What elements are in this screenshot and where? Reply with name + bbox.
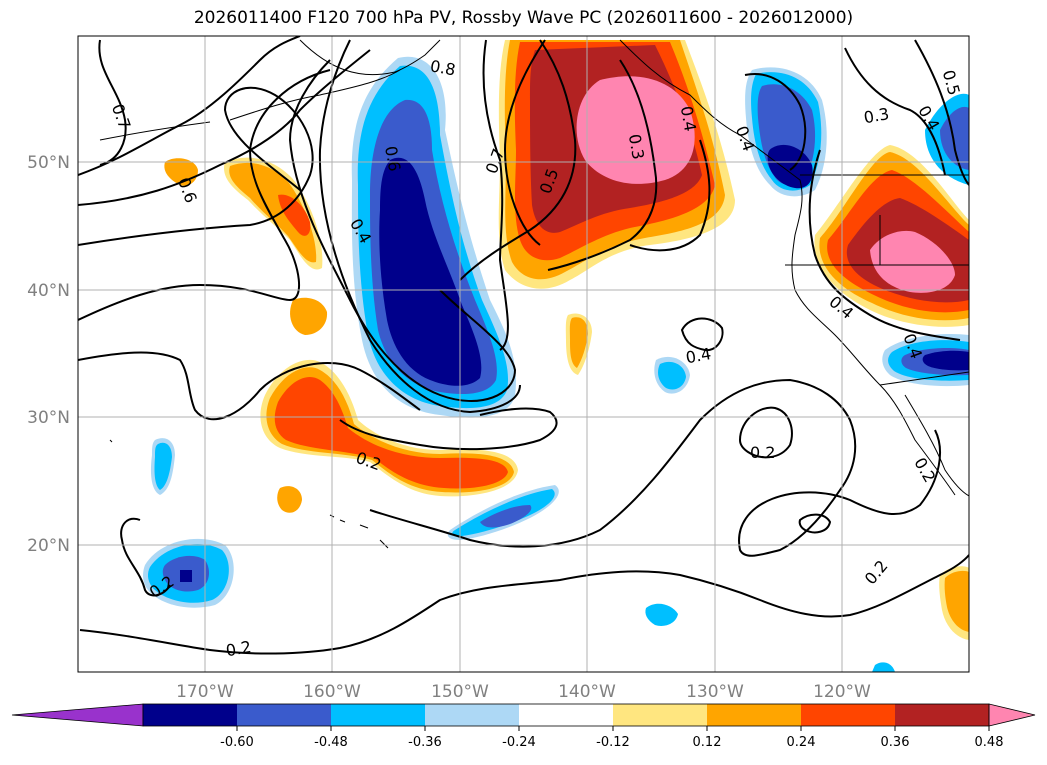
colorbar-segment <box>801 704 895 726</box>
longitude-labels: 170°W 160°W 150°W 140°W 130°W 120°W <box>176 682 871 702</box>
colorbar-tick-label: 0.24 <box>787 735 816 750</box>
colorbar-tick-label: -0.12 <box>596 735 630 750</box>
colorbar-segment <box>613 704 707 726</box>
colorbar-tick-label: -0.48 <box>314 735 348 750</box>
colorbar-tick-label: -0.60 <box>220 735 254 750</box>
contour-label: 0.8 <box>429 56 457 79</box>
lon-label: 120°W <box>813 682 871 702</box>
lon-label: 140°W <box>558 682 616 702</box>
latitude-labels: 50°N 40°N 30°N 20°N <box>27 153 70 556</box>
colorbar-segment <box>707 704 801 726</box>
coastlines <box>99 39 969 549</box>
lat-label: 30°N <box>27 408 70 428</box>
contour-label: 0.2 <box>750 443 775 462</box>
colorbar-segment <box>143 704 237 726</box>
colorbar-tick-label: 0.12 <box>693 735 722 750</box>
graticule <box>78 36 969 672</box>
colorbar-segment <box>237 704 331 726</box>
colorbar-segment <box>895 704 989 726</box>
lon-label: 150°W <box>431 682 489 702</box>
map-frame <box>77 35 970 673</box>
colorbar-tick-label: 0.48 <box>975 735 1004 750</box>
chart-title: 2026011400 F120 700 hPa PV, Rossby Wave … <box>193 8 854 28</box>
colorbar-tick-label: -0.36 <box>408 735 442 750</box>
lat-label: 50°N <box>27 153 70 173</box>
contour-label: 0.6 <box>381 145 404 173</box>
contour-label: 0.3 <box>625 133 648 161</box>
colorbar-segment <box>425 704 519 726</box>
map-layers: 0.7 0.6 0.4 0.8 0.6 0.7 0.5 0.4 0.3 0.4 … <box>78 36 969 672</box>
lon-label: 160°W <box>303 682 361 702</box>
colorbar-segment <box>331 704 425 726</box>
colorbar-tick-label: 0.36 <box>881 735 910 750</box>
contour-label: 0.2 <box>224 637 252 660</box>
lat-label: 20°N <box>27 536 70 556</box>
contour-label: 0.3 <box>862 104 890 127</box>
shaded-field <box>143 40 969 672</box>
contour-label: 0.4 <box>684 344 712 367</box>
contour-label: 0.4 <box>677 105 700 133</box>
lat-label: 40°N <box>27 281 70 301</box>
lon-label: 130°W <box>686 682 744 702</box>
colorbar: -0.60 -0.48 -0.36 -0.24 -0.12 0.12 0.24 0.36 0.4… <box>11 703 1036 750</box>
colorbar-extend-low <box>11 703 144 727</box>
lon-label: 170°W <box>176 682 234 702</box>
pv-contours <box>78 36 969 655</box>
colorbar-segment <box>519 704 613 726</box>
colorbar-outline <box>142 703 990 727</box>
colorbar-tick-label: -0.24 <box>502 735 536 750</box>
colorbar-extend-high <box>988 703 1036 727</box>
